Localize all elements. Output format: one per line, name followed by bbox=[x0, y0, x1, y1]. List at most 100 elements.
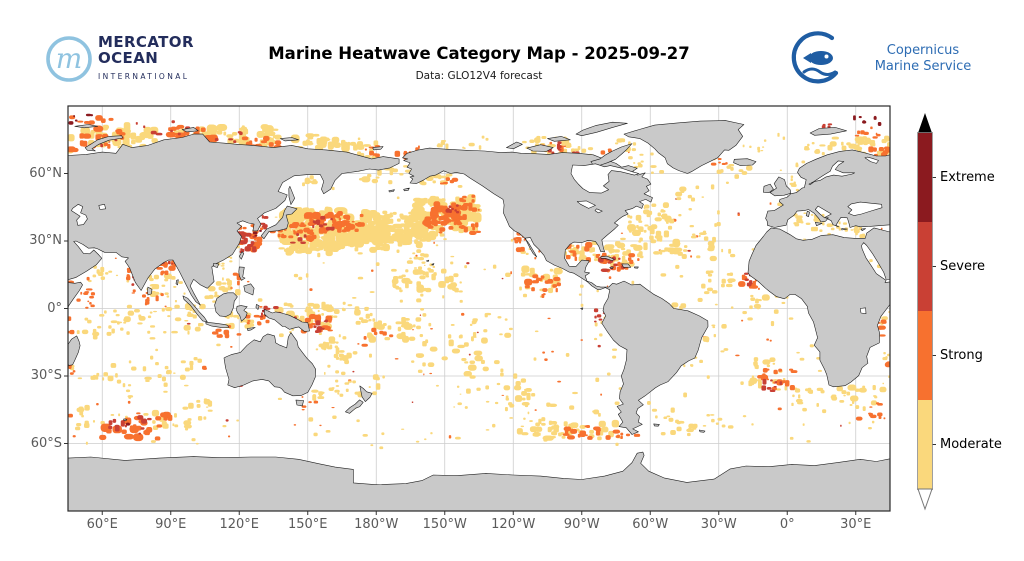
heatwave-cell-cat1 bbox=[773, 309, 779, 314]
heatwave-cell-cat2 bbox=[146, 297, 150, 301]
heatwave-cell-cat1 bbox=[131, 366, 137, 371]
heatwave-cell-cat1 bbox=[523, 417, 526, 420]
heatwave-cell-cat3 bbox=[598, 318, 603, 321]
heatwave-cell-cat2 bbox=[432, 210, 439, 216]
heatwave-cell-cat1 bbox=[164, 365, 169, 370]
heatwave-cell-cat1 bbox=[660, 273, 667, 277]
heatwave-cell-cat1 bbox=[637, 162, 642, 165]
land-galapagos bbox=[580, 307, 584, 310]
heatwave-cell-cat1 bbox=[100, 266, 105, 273]
heatwave-cell-cat1 bbox=[572, 391, 578, 395]
mercator-logo-line1: MERCATOR bbox=[98, 33, 194, 51]
heatwave-cell-cat2 bbox=[725, 162, 728, 165]
heatwave-cell-cat2 bbox=[766, 338, 769, 341]
heatwave-cell-cat3 bbox=[120, 420, 125, 427]
heatwave-cell-cat1 bbox=[751, 375, 755, 378]
heatwave-cell-cat2 bbox=[576, 244, 580, 249]
land-kerguelen bbox=[123, 418, 128, 422]
land-mindanao bbox=[243, 283, 255, 296]
heatwave-cell-cat1 bbox=[126, 304, 133, 309]
heatwave-cell-cat1 bbox=[308, 417, 314, 422]
heatwave-cell-cat1 bbox=[542, 435, 554, 441]
heatwave-cell-cat2 bbox=[68, 280, 73, 283]
heatwave-cell-cat1 bbox=[347, 304, 353, 307]
heatwave-cell-cat1 bbox=[153, 310, 158, 313]
heatwave-cell-cat2 bbox=[241, 136, 249, 141]
heatwave-cell-cat1 bbox=[688, 423, 695, 429]
heatwave-cell-cat1 bbox=[353, 144, 358, 151]
heatwave-cell-cat1 bbox=[627, 224, 637, 232]
heatwave-cell-cat1 bbox=[440, 268, 447, 274]
land-ireland bbox=[763, 183, 774, 193]
heatwave-cell-cat1 bbox=[365, 224, 374, 231]
heatwave-cell-cat1 bbox=[334, 389, 340, 393]
heatwave-cell-cat2 bbox=[585, 434, 588, 437]
heatwave-cell-cat1 bbox=[307, 136, 314, 140]
heatwave-cell-cat1 bbox=[425, 287, 432, 293]
heatwave-cell-cat1 bbox=[478, 145, 482, 150]
heatwave-cell-cat1 bbox=[485, 400, 490, 403]
heatwave-cell-cat3 bbox=[147, 417, 152, 421]
heatwave-cell-cat1 bbox=[742, 144, 745, 148]
heatwave-cell-cat1 bbox=[331, 136, 340, 144]
heatwave-cell-cat1 bbox=[838, 227, 841, 231]
heatwave-cell-cat1 bbox=[855, 405, 860, 409]
heatwave-cell-cat1 bbox=[96, 269, 100, 274]
heatwave-cell-cat1 bbox=[178, 281, 183, 284]
heatwave-cell-cat1 bbox=[471, 212, 482, 223]
heatwave-cell-cat1 bbox=[676, 426, 682, 432]
heatwave-cell-cat1 bbox=[151, 286, 156, 290]
heatwave-cell-cat2 bbox=[328, 320, 332, 323]
heatwave-cell-cat1 bbox=[831, 396, 838, 401]
heatwave-cell-cat2 bbox=[237, 280, 240, 286]
heatwave-cell-cat3 bbox=[557, 148, 562, 151]
heatwave-cell-cat2 bbox=[93, 125, 104, 132]
heatwave-cell-cat1 bbox=[432, 231, 439, 237]
land-hainan bbox=[213, 263, 219, 268]
heatwave-cell-cat1 bbox=[690, 197, 696, 202]
heatwave-cell-cat1 bbox=[721, 278, 726, 284]
heatwave-cell-cat1 bbox=[216, 343, 221, 347]
heatwave-cell-cat1 bbox=[696, 255, 701, 259]
heatwave-cell-cat1 bbox=[459, 281, 462, 284]
heatwave-cell-cat2 bbox=[257, 321, 261, 324]
water-great-lakes-upper bbox=[576, 200, 596, 209]
heatwave-cell-cat3 bbox=[138, 432, 142, 435]
heatwave-cell-cat2 bbox=[462, 195, 467, 199]
heatwave-cell-cat2 bbox=[448, 435, 452, 439]
heatwave-cell-cat1 bbox=[298, 276, 303, 281]
heatwave-cell-cat2 bbox=[141, 294, 146, 298]
water-black-sea bbox=[847, 201, 883, 216]
heatwave-cell-cat2 bbox=[68, 146, 76, 153]
heatwave-cell-cat1 bbox=[443, 238, 447, 241]
heatwave-cell-cat1 bbox=[670, 429, 676, 435]
heatwave-cell-cat3 bbox=[303, 234, 307, 238]
heatwave-cell-cat3 bbox=[137, 415, 144, 420]
heatwave-cell-cat2 bbox=[633, 433, 641, 437]
map-frame bbox=[67, 105, 891, 512]
heatwave-cell-cat3 bbox=[263, 216, 269, 219]
heatwave-cell-cat1 bbox=[640, 160, 644, 163]
heatwave-cell-cat1 bbox=[423, 235, 435, 239]
heatwave-cell-cat1 bbox=[412, 252, 416, 255]
heatwave-cell-cat1 bbox=[317, 241, 329, 249]
heatwave-cell-cat2 bbox=[69, 329, 75, 335]
heatwave-cell-cat2 bbox=[319, 424, 322, 427]
heatwave-cell-cat1 bbox=[226, 134, 234, 138]
land-cyprus bbox=[860, 228, 866, 231]
land-sumatra bbox=[182, 295, 208, 323]
heatwave-cell-cat2 bbox=[544, 358, 548, 361]
heatwave-cell-cat1 bbox=[633, 162, 636, 164]
heatwave-cell-cat2 bbox=[628, 253, 636, 258]
heatwave-cell-cat1 bbox=[628, 156, 633, 160]
heatwave-cell-cat1 bbox=[321, 344, 327, 350]
heatwave-cell-cat1 bbox=[325, 429, 331, 433]
heatwave-cell-cat3 bbox=[312, 224, 315, 229]
heatwave-cell-cat1 bbox=[453, 273, 459, 278]
heatwave-cell-cat2 bbox=[437, 205, 444, 209]
heatwave-cell-cat1 bbox=[155, 361, 159, 366]
heatwave-cell-cat1 bbox=[805, 222, 811, 225]
heatwave-cell-cat3 bbox=[273, 306, 279, 310]
heatwave-cell-cat1 bbox=[563, 148, 568, 154]
heatwave-cell-cat1 bbox=[229, 256, 233, 259]
